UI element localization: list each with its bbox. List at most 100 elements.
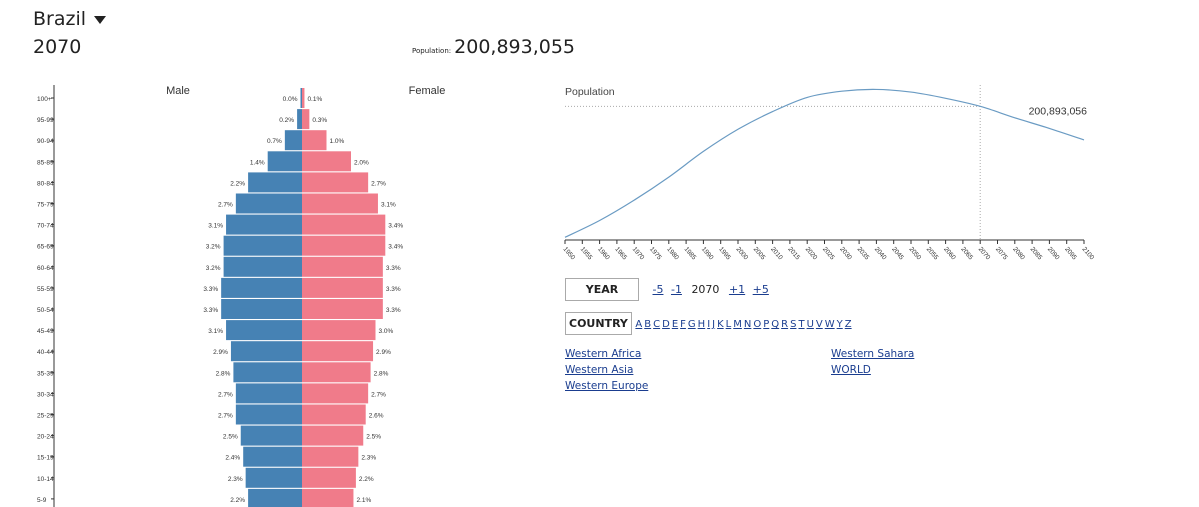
- letter-link-w[interactable]: W: [824, 319, 835, 330]
- male-bar: [226, 214, 302, 235]
- female-value-label: 3.3%: [386, 307, 401, 314]
- letter-link-g[interactable]: G: [687, 319, 696, 330]
- male-bar: [245, 467, 302, 488]
- letter-link-z[interactable]: Z: [844, 319, 852, 330]
- region-link[interactable]: WORLD: [831, 364, 871, 376]
- x-tick-label: 2085: [1029, 246, 1044, 262]
- x-tick-label: 2010: [769, 246, 784, 262]
- region-link[interactable]: Western Sahara: [831, 348, 915, 360]
- male-bar: [300, 88, 302, 108]
- letter-link-q[interactable]: Q: [771, 319, 780, 330]
- region-link[interactable]: Western Europe: [565, 380, 649, 392]
- year-current: 2070: [691, 283, 720, 296]
- letter-link-l[interactable]: L: [725, 319, 732, 330]
- male-bar: [235, 383, 302, 404]
- x-tick-label: 2000: [734, 246, 749, 262]
- age-tick-label: 45-49: [37, 328, 54, 335]
- region-list-right: Western Sahara WORLD: [831, 346, 914, 378]
- x-tick-label: 2050: [907, 246, 922, 262]
- chevron-down-icon[interactable]: [94, 15, 107, 24]
- letter-link-s[interactable]: S: [790, 319, 797, 330]
- female-value-label: 2.6%: [369, 413, 384, 420]
- year-minus1-link[interactable]: -1: [670, 283, 682, 296]
- male-bar: [284, 130, 302, 151]
- female-bar: [302, 425, 364, 446]
- age-tick-label: 5-9: [37, 497, 47, 504]
- letter-link-a[interactable]: A: [635, 319, 643, 330]
- region-link[interactable]: Western Africa: [565, 348, 642, 360]
- male-bar: [243, 446, 302, 467]
- male-bar: [248, 488, 302, 507]
- letter-link-k[interactable]: K: [717, 319, 724, 330]
- male-value-label: 0.0%: [283, 96, 298, 103]
- x-tick-label: 2030: [838, 246, 853, 262]
- female-value-label: 3.4%: [388, 244, 403, 251]
- x-tick-label: 2035: [856, 246, 871, 262]
- letter-link-r[interactable]: R: [781, 319, 789, 330]
- female-value-label: 2.9%: [376, 349, 391, 356]
- female-value-label: 0.1%: [307, 96, 322, 103]
- year-button[interactable]: YEAR: [565, 278, 639, 301]
- letter-link-m[interactable]: M: [733, 319, 742, 330]
- letter-link-o[interactable]: O: [753, 319, 762, 330]
- letter-link-i[interactable]: I: [707, 319, 711, 330]
- male-bar: [221, 277, 302, 298]
- age-tick-label: 95-99: [37, 117, 54, 124]
- female-value-label: 2.3%: [361, 455, 376, 462]
- letter-link-p[interactable]: P: [763, 319, 770, 330]
- letter-link-f[interactable]: F: [680, 319, 686, 330]
- female-value-label: 3.3%: [386, 265, 401, 272]
- year-minus5-link[interactable]: -5: [652, 283, 664, 296]
- x-tick-label: 1995: [717, 246, 732, 262]
- x-tick-label: 2065: [959, 246, 974, 262]
- x-tick-label: 2075: [994, 246, 1009, 262]
- x-tick-label: 1960: [596, 246, 611, 262]
- male-bar: [226, 320, 302, 341]
- male-value-label: 2.7%: [218, 391, 233, 398]
- x-tick-label: 1970: [631, 246, 646, 262]
- male-value-label: 3.3%: [203, 286, 218, 293]
- male-bar: [221, 299, 302, 319]
- x-tick-label: 1950: [561, 246, 576, 262]
- female-label: Female: [409, 85, 446, 97]
- letter-link-d[interactable]: D: [662, 319, 670, 330]
- population-total: Population: 200,893,055: [412, 36, 575, 58]
- female-bar: [302, 172, 369, 193]
- x-tick-label: 2025: [821, 246, 836, 262]
- x-tick-label: 1985: [683, 246, 698, 262]
- year-plus5-link[interactable]: +5: [752, 283, 769, 296]
- female-bar: [302, 130, 327, 151]
- country-button[interactable]: COUNTRY: [565, 312, 632, 335]
- male-bar: [230, 341, 302, 362]
- region-link[interactable]: Western Asia: [565, 364, 634, 376]
- age-tick-label: 25-29: [37, 413, 54, 420]
- letter-link-h[interactable]: H: [697, 319, 706, 330]
- male-value-label: 3.2%: [206, 244, 221, 251]
- letter-link-t[interactable]: T: [798, 319, 805, 330]
- male-bar: [267, 151, 302, 172]
- male-bar: [235, 193, 302, 214]
- female-bar: [302, 383, 369, 404]
- female-bar: [302, 256, 383, 277]
- male-label: Male: [166, 85, 190, 97]
- year-plus1-link[interactable]: +1: [728, 283, 746, 296]
- letter-link-b[interactable]: B: [644, 319, 652, 330]
- letter-link-v[interactable]: V: [815, 319, 823, 330]
- female-value-label: 3.3%: [386, 286, 401, 293]
- age-tick-label: 40-44: [37, 349, 54, 356]
- country-selector[interactable]: Brazil: [33, 8, 107, 30]
- female-value-label: 3.1%: [381, 202, 396, 209]
- male-value-label: 3.2%: [206, 265, 221, 272]
- letter-link-c[interactable]: C: [653, 319, 661, 330]
- letter-link-u[interactable]: U: [806, 319, 814, 330]
- male-bar: [223, 256, 302, 277]
- letter-link-e[interactable]: E: [671, 319, 679, 330]
- x-tick-label: 2020: [804, 246, 819, 262]
- female-bar: [302, 404, 366, 425]
- letter-link-n[interactable]: N: [743, 319, 752, 330]
- x-tick-label: 2090: [1046, 246, 1061, 262]
- letter-link-y[interactable]: Y: [836, 319, 843, 330]
- letter-link-j[interactable]: J: [712, 319, 716, 330]
- male-value-label: 2.2%: [230, 497, 245, 504]
